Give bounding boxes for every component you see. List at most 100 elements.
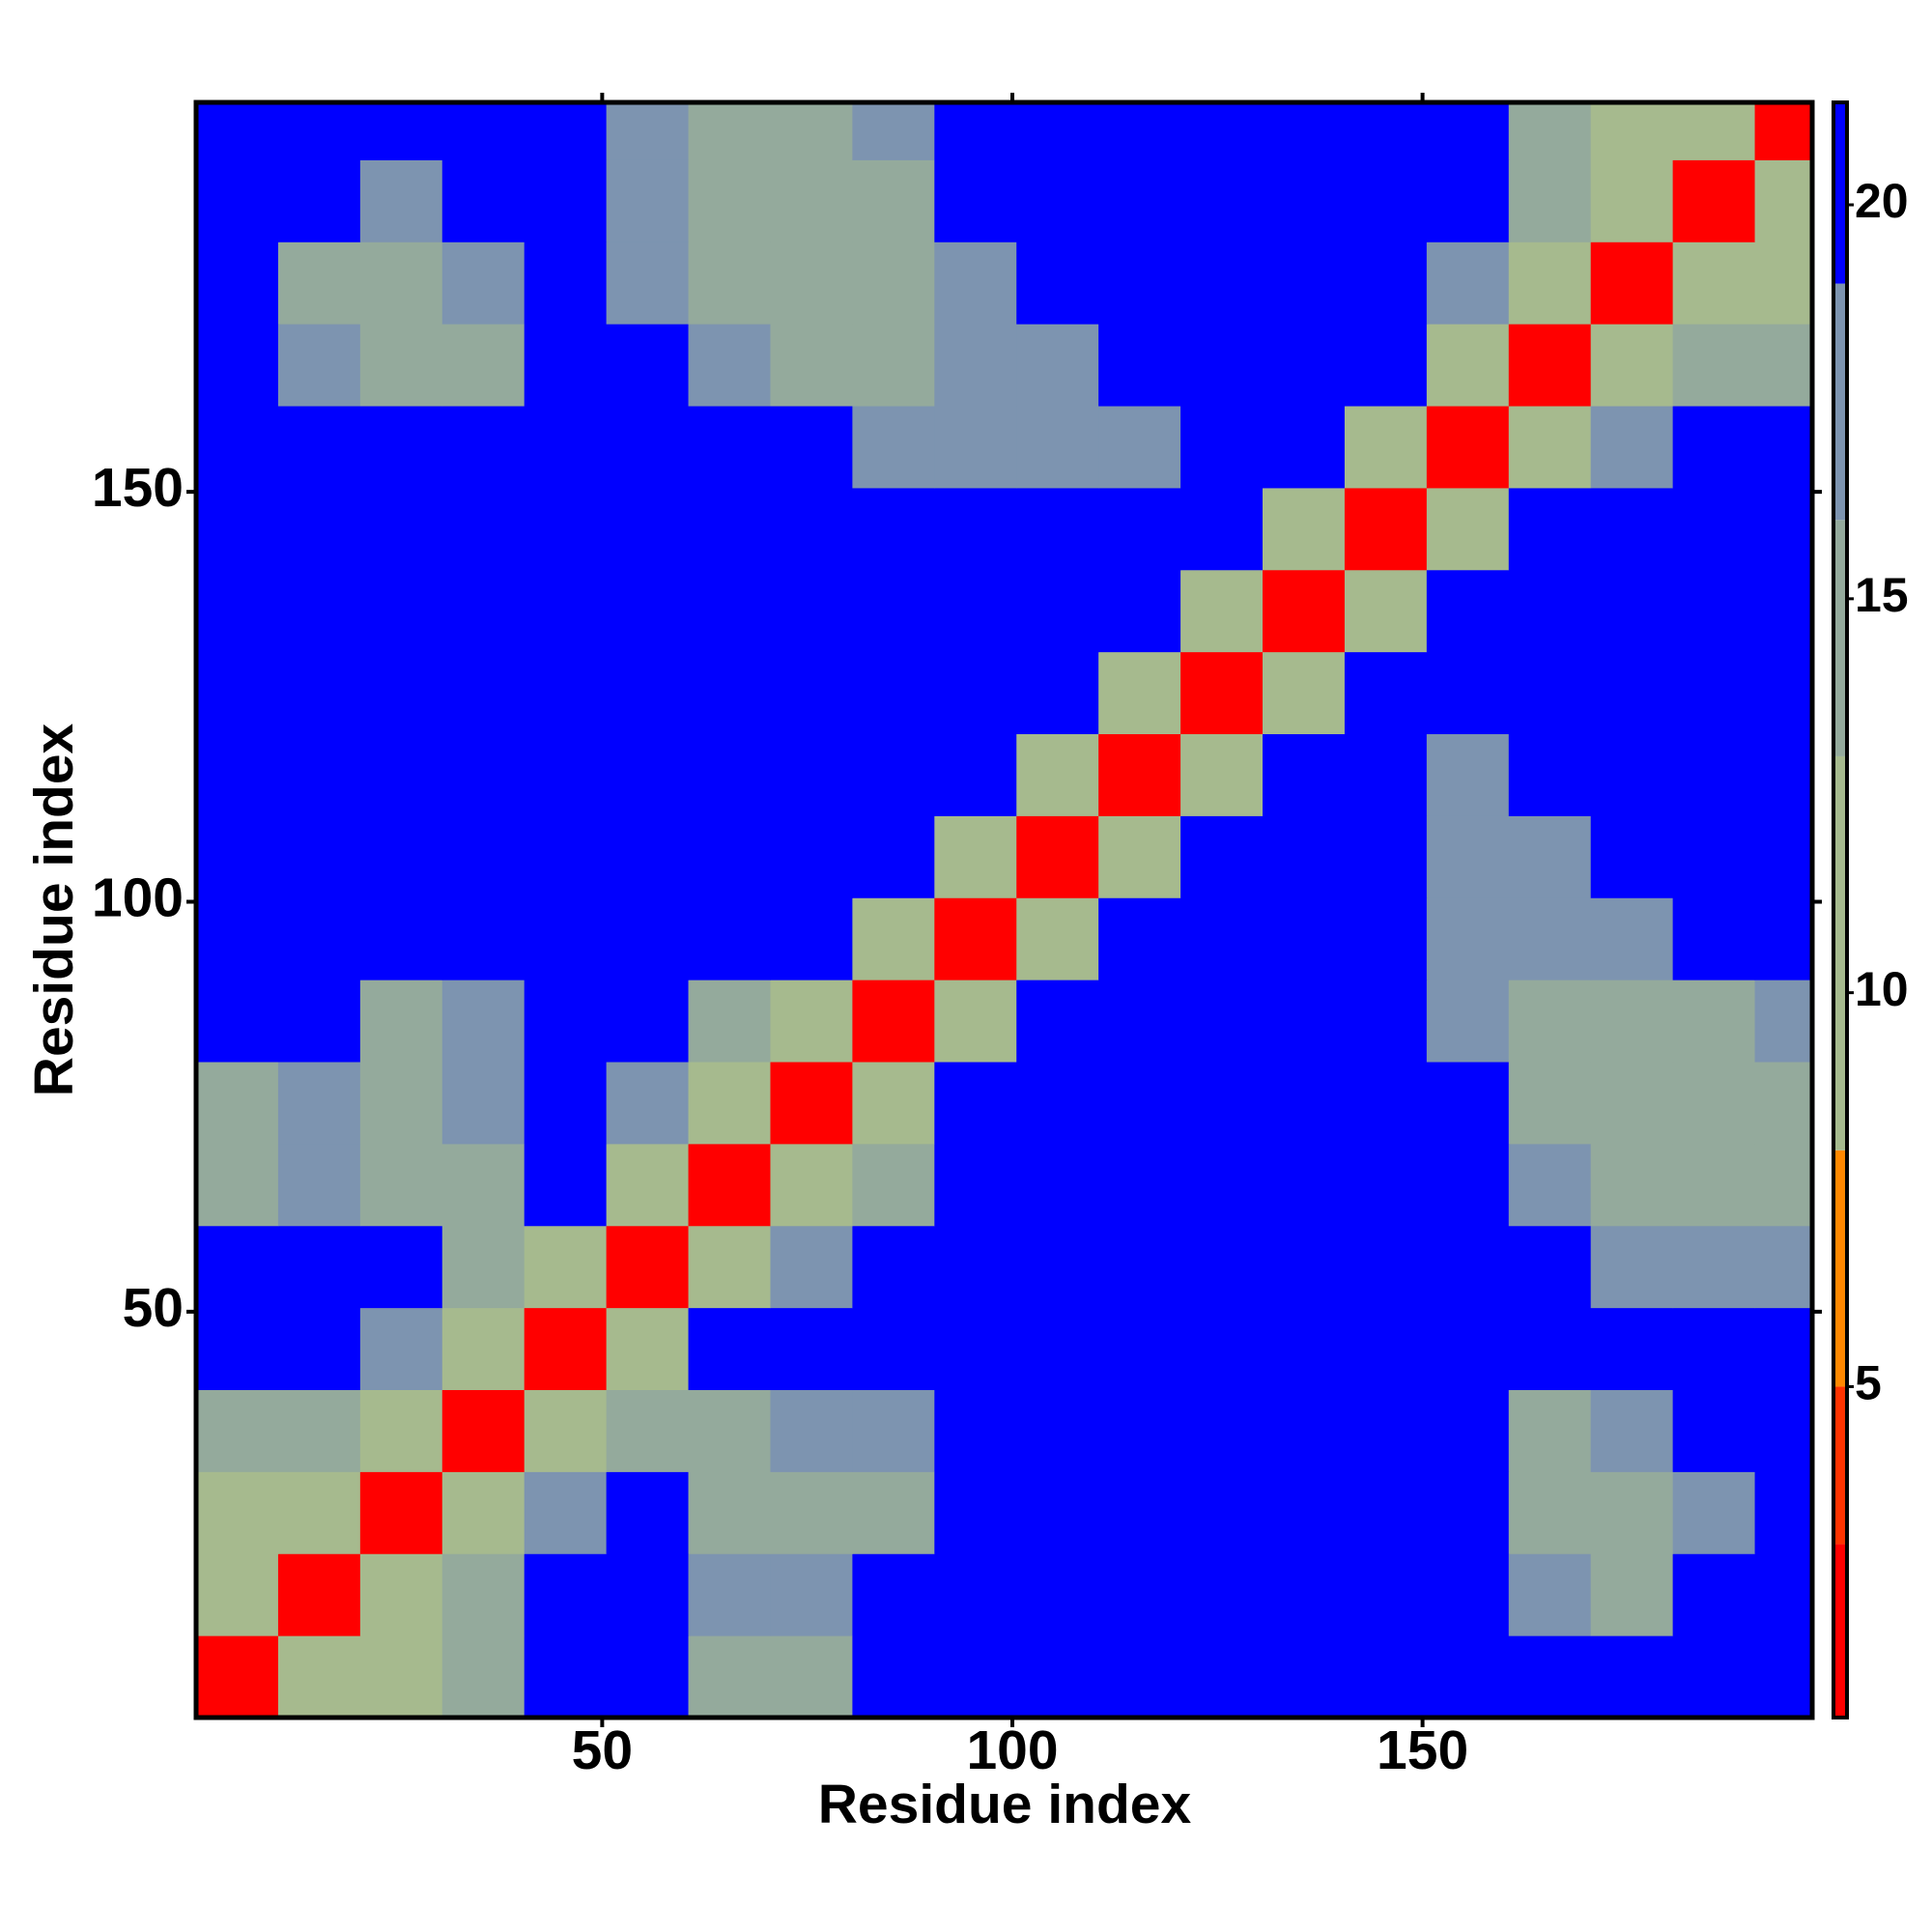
heatmap-cell [196, 324, 279, 407]
heatmap-cell [852, 1635, 935, 1718]
heatmap-cell [934, 980, 1017, 1063]
heatmap-cell [770, 815, 853, 898]
heatmap-cell [1180, 897, 1264, 980]
heatmap-cell [1344, 487, 1428, 571]
heatmap-cell [1263, 569, 1346, 653]
heatmap-cell [441, 1062, 526, 1145]
heatmap-cell [1344, 815, 1428, 898]
heatmap-cell [770, 733, 853, 816]
heatmap-cell [1754, 1635, 1812, 1718]
heatmap-cell [196, 1225, 279, 1309]
heatmap-cell [359, 980, 443, 1063]
heatmap-cell [1016, 1062, 1099, 1145]
heatmap-cell [359, 651, 443, 735]
heatmap-cell [606, 159, 690, 242]
heatmap-cell [441, 1225, 526, 1309]
heatmap-cell [770, 1635, 853, 1718]
heatmap-cell [1590, 733, 1674, 816]
heatmap-cell [852, 102, 935, 160]
heatmap-cell [934, 242, 1017, 325]
heatmap-cell [1590, 980, 1674, 1063]
heatmap-cell [196, 733, 279, 816]
heatmap-cell [1590, 1143, 1674, 1227]
plot-frame [193, 99, 1815, 1720]
heatmap-cell [1590, 406, 1674, 489]
heatmap-cell [196, 406, 279, 489]
heatmap-cell [852, 1062, 935, 1145]
heatmap-cell [1344, 733, 1428, 816]
heatmap-cell [359, 324, 443, 407]
heatmap-cell [1508, 1225, 1592, 1309]
colorbar-band [1833, 755, 1847, 1151]
heatmap-cell [1508, 1389, 1592, 1472]
heatmap-cell [606, 324, 690, 407]
heatmap-cell [1016, 1553, 1099, 1636]
heatmap-cell [770, 651, 853, 735]
heatmap-cell [934, 324, 1017, 407]
heatmap-cell [1263, 324, 1346, 407]
heatmap-cell [1754, 1225, 1812, 1309]
heatmap-cell [441, 1635, 526, 1718]
heatmap-cell [1426, 102, 1510, 160]
heatmap-cell [1263, 1635, 1346, 1718]
heatmap-cell [1672, 1553, 1756, 1636]
heatmap-cell [1426, 1225, 1510, 1309]
x-tick-label: 50 [572, 1719, 633, 1781]
heatmap-cell [1180, 569, 1264, 653]
heatmap-cell [852, 733, 935, 816]
heatmap-cell [688, 733, 771, 816]
heatmap-cell [1180, 1635, 1264, 1718]
heatmap-cell [359, 242, 443, 325]
heatmap-cell [1754, 159, 1812, 242]
heatmap-cell [1590, 242, 1674, 325]
heatmap-cell [1263, 815, 1346, 898]
heatmap-cell [1263, 487, 1346, 571]
heatmap-cell [1426, 324, 1510, 407]
heatmap-cell [196, 1635, 279, 1718]
heatmap-cell [606, 102, 690, 160]
heatmap-cell [688, 1553, 771, 1636]
colorbar-tick-label: 20 [1855, 174, 1909, 228]
heatmap-cell [277, 487, 361, 571]
colorbar-band [1833, 283, 1847, 521]
heatmap-cell [1263, 102, 1346, 160]
heatmap-cell [1754, 1471, 1812, 1554]
heatmap-cell [1344, 242, 1428, 325]
heatmap-cell [1098, 102, 1181, 160]
heatmap [196, 102, 1812, 1718]
heatmap-cell [770, 487, 853, 571]
heatmap-cell [606, 1307, 690, 1391]
heatmap-cell [934, 815, 1017, 898]
heatmap-cell [1016, 569, 1099, 653]
heatmap-cell [688, 815, 771, 898]
heatmap-cell [196, 815, 279, 898]
heatmap-cell [1098, 406, 1181, 489]
heatmap-cell [1180, 324, 1264, 407]
heatmap-cell [441, 897, 526, 980]
heatmap-cell [606, 1143, 690, 1227]
heatmap-cell [277, 159, 361, 242]
heatmap-cell [1590, 1225, 1674, 1309]
heatmap-cell [196, 1307, 279, 1391]
heatmap-cell [1754, 1389, 1812, 1472]
heatmap-cell [770, 1307, 853, 1391]
heatmap-cell [277, 1143, 361, 1227]
heatmap-cell [770, 1062, 853, 1145]
colorbar-band [1833, 102, 1847, 284]
heatmap-cell [1344, 980, 1428, 1063]
heatmap-cell [770, 242, 853, 325]
heatmap-cell [688, 324, 771, 407]
heatmap-cell [359, 487, 443, 571]
heatmap-cell [688, 1225, 771, 1309]
heatmap-cell [1016, 242, 1099, 325]
heatmap-cell [1098, 1635, 1181, 1718]
heatmap-cell [524, 242, 608, 325]
heatmap-cell [196, 102, 279, 160]
heatmap-cell [770, 1471, 853, 1554]
heatmap-cell [1344, 1471, 1428, 1554]
heatmap-cell [1508, 897, 1592, 980]
colorbar-band [1833, 1544, 1847, 1718]
heatmap-cell [359, 1307, 443, 1391]
heatmap-cell [1672, 1307, 1756, 1391]
heatmap-cell [277, 1471, 361, 1554]
